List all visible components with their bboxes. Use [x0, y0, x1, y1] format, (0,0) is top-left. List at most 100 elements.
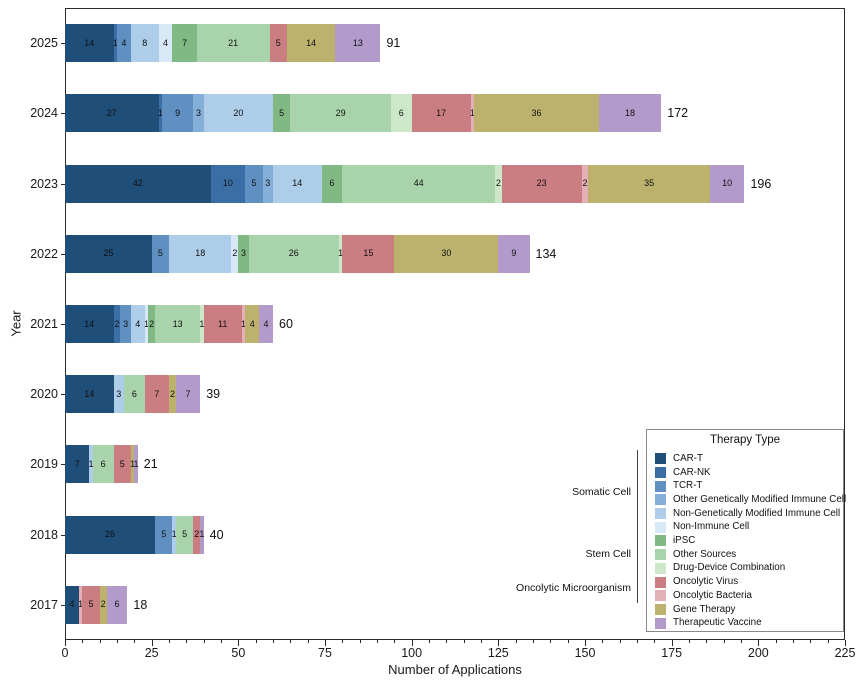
- x-minor-tick: [221, 640, 222, 643]
- bar-total-2022: 134: [535, 246, 557, 261]
- bar-segment-2021-CAR-NK: 2: [113, 305, 121, 343]
- bar-segment-2024-CAR-T: 27: [65, 94, 159, 133]
- bar-segment-2024-Drug-Device Combination: 6: [390, 94, 412, 133]
- legend-label: CAR-T: [673, 452, 703, 464]
- x-tick-label-150: 150: [574, 646, 596, 660]
- bar-segment-2025-CAR-NK: 1: [113, 24, 118, 63]
- legend-label: Oncolytic Virus: [673, 576, 739, 588]
- bar-segment-2022-iPSC: 3: [238, 234, 249, 273]
- group-bracket-Oncolytic Microorganism: [637, 573, 638, 603]
- x-tick-label-0: 0: [61, 646, 69, 660]
- bar-total-2023: 196: [750, 176, 772, 191]
- bar-segment-2018-Oncolytic Virus: 2: [193, 515, 201, 554]
- bar-total-2021: 60: [279, 317, 293, 331]
- legend-swatch-icon: [655, 467, 666, 479]
- x-major-tick: [498, 640, 500, 646]
- bar-segment-2021-Oncolytic Bacteria: 1: [241, 305, 246, 343]
- y-tick-label-2025: 2025: [30, 36, 58, 51]
- legend-label: Drug-Device Combination: [673, 562, 786, 574]
- y-tick-label-2024: 2024: [30, 106, 58, 121]
- y-tick-mark: [61, 43, 65, 45]
- legend-label: Other Sources: [673, 548, 737, 560]
- x-minor-tick: [359, 640, 361, 643]
- x-minor-tick: [481, 640, 482, 643]
- x-minor-tick: [689, 640, 690, 643]
- x-minor-tick: [446, 640, 448, 643]
- legend-item-Non-Genetically Modified Immune Cell: Non-Genetically Modified Immune Cell: [647, 507, 843, 521]
- x-tick-label-225: 225: [834, 646, 856, 660]
- bar-segment-2017-Gene Therapy: 2: [99, 585, 107, 624]
- bar-segment-2024-TCR-T: 9: [162, 94, 194, 133]
- x-minor-tick: [290, 640, 292, 643]
- x-minor-tick: [602, 640, 604, 643]
- x-minor-tick: [654, 640, 656, 643]
- x-major-tick: [65, 640, 66, 646]
- bar-segment-2023-TCR-T: 5: [245, 164, 263, 203]
- legend-label: TCR-T: [673, 480, 703, 492]
- bar-segment-2024-Gene Therapy: 36: [474, 94, 599, 133]
- bar-segment-2023-CAR-NK: 10: [210, 164, 246, 203]
- x-major-tick: [671, 640, 673, 646]
- x-minor-tick: [810, 640, 812, 643]
- bar-segment-2022-Oncolytic Virus: 15: [342, 234, 395, 273]
- x-tick-label-175: 175: [661, 646, 683, 660]
- legend-label: Non-Genetically Modified Immune Cell: [673, 507, 841, 519]
- bar-segment-2024-iPSC: 5: [273, 94, 291, 133]
- bar-segment-2018-Other Sources: 5: [175, 515, 194, 554]
- y-tick-mark: [61, 113, 65, 115]
- legend-label: CAR-NK: [673, 466, 711, 478]
- x-axis-title: Number of Applications: [388, 662, 522, 677]
- legend-item-CAR-NK: CAR-NK: [647, 466, 843, 480]
- bar-segment-2023-Therapeutic Vaccine: 10: [709, 164, 745, 203]
- x-minor-tick: [775, 640, 777, 643]
- bar-segment-2020-Therapeutic Vaccine: 7: [175, 375, 201, 414]
- legend-swatch-icon: [655, 508, 666, 520]
- bar-segment-2025-Therapeutic Vaccine: 13: [335, 24, 381, 63]
- legend-item-CAR-T: CAR-T: [647, 452, 843, 466]
- x-tick-label-100: 100: [401, 646, 423, 660]
- legend-item-Other Genetically Modified Immune Cell: Other Genetically Modified Immune Cell: [647, 493, 846, 507]
- bar-segment-2022-Non-Genetically Modified Immune Cell: 18: [169, 234, 232, 273]
- bar-segment-2022-Therapeutic Vaccine: 9: [498, 234, 530, 273]
- bar-segment-2019-Non-Genetically Modified Immune Cell: 1: [88, 445, 94, 484]
- bar-segment-2025-Non-Immune Cell: 4: [158, 24, 173, 63]
- bar-segment-2017-Oncolytic Bacteria: 1: [78, 585, 83, 624]
- legend-swatch-icon: [655, 576, 666, 588]
- y-axis-title: Year: [8, 310, 24, 337]
- x-minor-tick: [619, 640, 621, 643]
- legend-swatch-icon: [655, 603, 666, 615]
- legend-label: Gene Therapy: [673, 603, 736, 615]
- group-label-Stem Cell: Stem Cell: [585, 547, 631, 560]
- legend-item-Non-Immune Cell: Non-Immune Cell: [647, 520, 843, 534]
- bar-total-2018: 40: [209, 527, 224, 542]
- x-minor-tick: [377, 640, 378, 643]
- legend: Therapy Type CAR-T CAR-NK TCR-T Other Genet…: [646, 429, 846, 632]
- bar-segment-2019-CAR-T: 7: [65, 445, 90, 484]
- bar-segment-2024-Therapeutic Vaccine: 18: [598, 94, 662, 133]
- x-minor-tick: [723, 640, 725, 643]
- bar-segment-2018-Therapeutic Vaccine: 1: [199, 515, 204, 554]
- bar-segment-2025-iPSC: 7: [172, 24, 197, 63]
- x-tick-label-50: 50: [231, 646, 246, 660]
- y-tick-mark: [61, 604, 65, 606]
- bar-segment-2022-TCR-T: 5: [151, 234, 169, 273]
- x-major-tick: [845, 640, 846, 646]
- legend-title: Therapy Type: [709, 434, 781, 446]
- x-minor-tick: [741, 640, 742, 643]
- y-tick-label-2022: 2022: [30, 246, 58, 261]
- x-minor-tick: [463, 640, 465, 643]
- bar-segment-2019-Therapeutic Vaccine: 1: [134, 445, 139, 484]
- bar-segment-2024-Non-Genetically Modified Immune Cell: 20: [203, 94, 273, 133]
- x-minor-tick: [255, 640, 257, 643]
- bar-total-2020: 39: [206, 387, 221, 402]
- x-tick-label-200: 200: [747, 646, 769, 660]
- legend-swatch-icon: [655, 590, 666, 602]
- legend-label: Oncolytic Bacteria: [673, 589, 752, 601]
- bar-segment-2021-Non-Immune Cell: 1: [144, 305, 149, 343]
- x-minor-tick: [515, 640, 517, 643]
- x-major-tick: [758, 640, 760, 646]
- group-bracket-Somatic Cell: [637, 450, 638, 535]
- x-minor-tick: [82, 640, 84, 643]
- y-tick-mark: [61, 534, 65, 536]
